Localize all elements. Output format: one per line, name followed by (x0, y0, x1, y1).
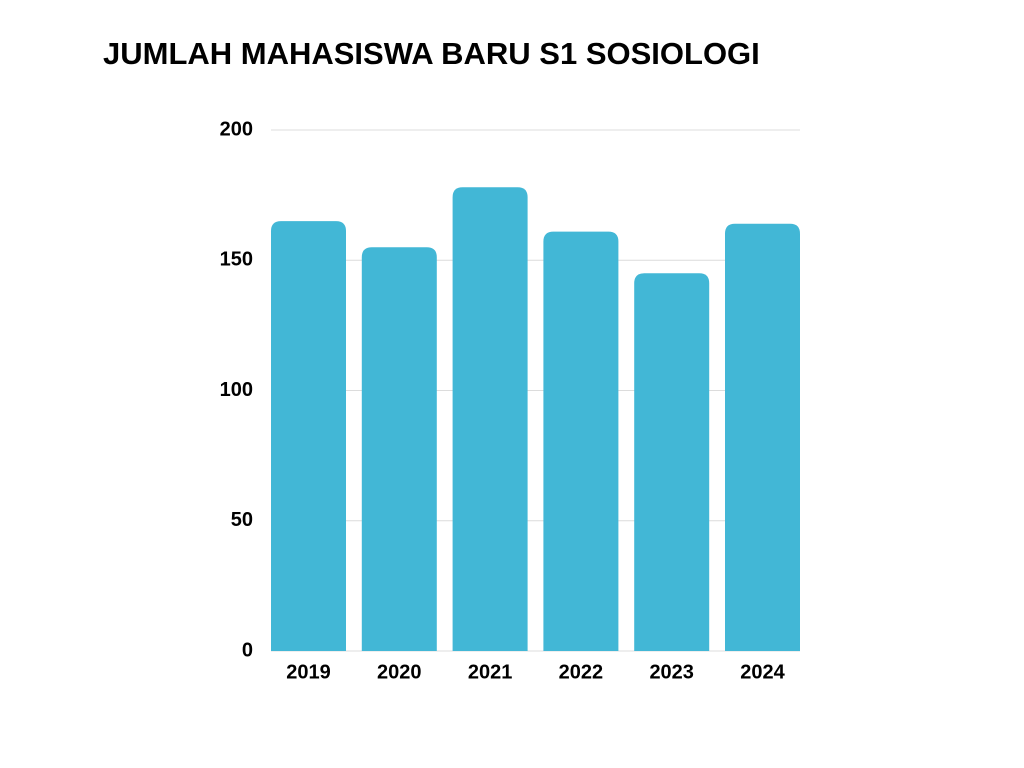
bar (271, 221, 346, 652)
bar (725, 223, 800, 651)
bar (634, 273, 710, 651)
bar (361, 247, 437, 651)
y-tick-label: 50 (231, 509, 253, 531)
chart-title: JUMLAH MAHASISWA BARU S1 SOSIOLOGI (103, 36, 760, 71)
x-tick-label: 2023 (649, 661, 694, 683)
x-tick-label: 2020 (377, 661, 422, 683)
x-tick-label: 2021 (468, 661, 513, 683)
y-tick-label: 150 (220, 249, 253, 271)
bar (452, 187, 528, 651)
x-tick-label: 2022 (559, 661, 604, 683)
x-tick-label: 2024 (740, 661, 785, 683)
y-tick-label: 0 (242, 639, 253, 661)
y-tick-label: 100 (220, 379, 253, 401)
y-tick-label: 200 (220, 118, 253, 140)
bar (543, 231, 619, 651)
x-tick-label: 2019 (286, 661, 331, 683)
